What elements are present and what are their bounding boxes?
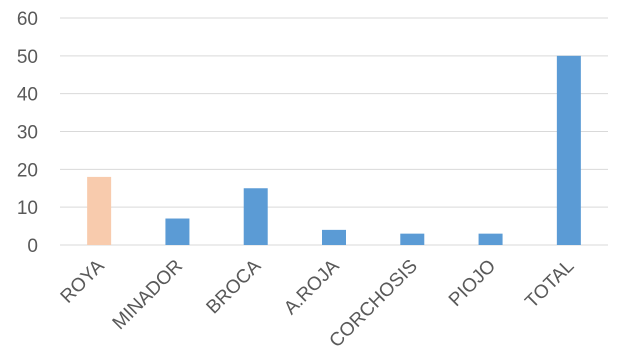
y-tick-label: 30: [17, 123, 38, 144]
bar-total: [556, 55, 581, 246]
x-tick-label: ROYA: [57, 255, 109, 307]
y-tick-label: 20: [17, 160, 38, 181]
y-tick-label: 0: [27, 236, 38, 257]
bars: [87, 55, 581, 246]
y-tick-label: 40: [17, 85, 38, 106]
bar-corchosis: [400, 233, 425, 245]
x-tick-label: TOTAL: [521, 256, 578, 313]
x-tick-label: BROCA: [203, 255, 266, 318]
bar-broca: [243, 188, 268, 245]
bar-piojo: [478, 233, 503, 245]
bar-a-roja: [322, 229, 346, 245]
x-tick-label: PIOJO: [445, 256, 500, 311]
x-tick-label: A.ROJA: [280, 255, 344, 319]
bar-roya: [87, 176, 112, 245]
x-tick-label: MINADOR: [109, 256, 187, 334]
y-tick-label: 10: [17, 198, 38, 219]
y-axis-tick-labels: 0 10 20 30 40 50 60: [17, 9, 38, 257]
gridlines: [60, 17, 608, 246]
y-tick-label: 50: [17, 47, 38, 68]
bar-minador: [165, 218, 190, 245]
y-tick-label: 60: [17, 9, 38, 30]
